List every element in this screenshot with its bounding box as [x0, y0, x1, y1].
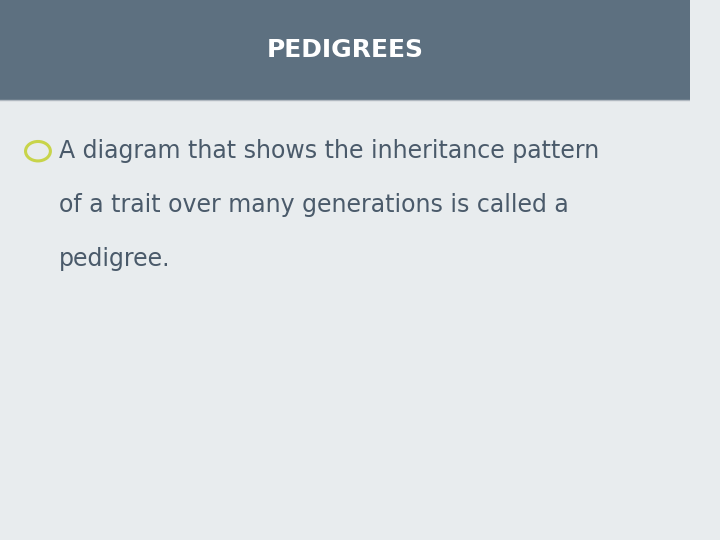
Circle shape — [25, 141, 50, 161]
Text: PEDIGREES: PEDIGREES — [266, 38, 423, 62]
FancyBboxPatch shape — [0, 0, 690, 100]
Text: of a trait over many generations is called a: of a trait over many generations is call… — [58, 193, 568, 217]
Text: A diagram that shows the inheritance pattern: A diagram that shows the inheritance pat… — [58, 139, 599, 163]
Text: pedigree.: pedigree. — [58, 247, 170, 271]
